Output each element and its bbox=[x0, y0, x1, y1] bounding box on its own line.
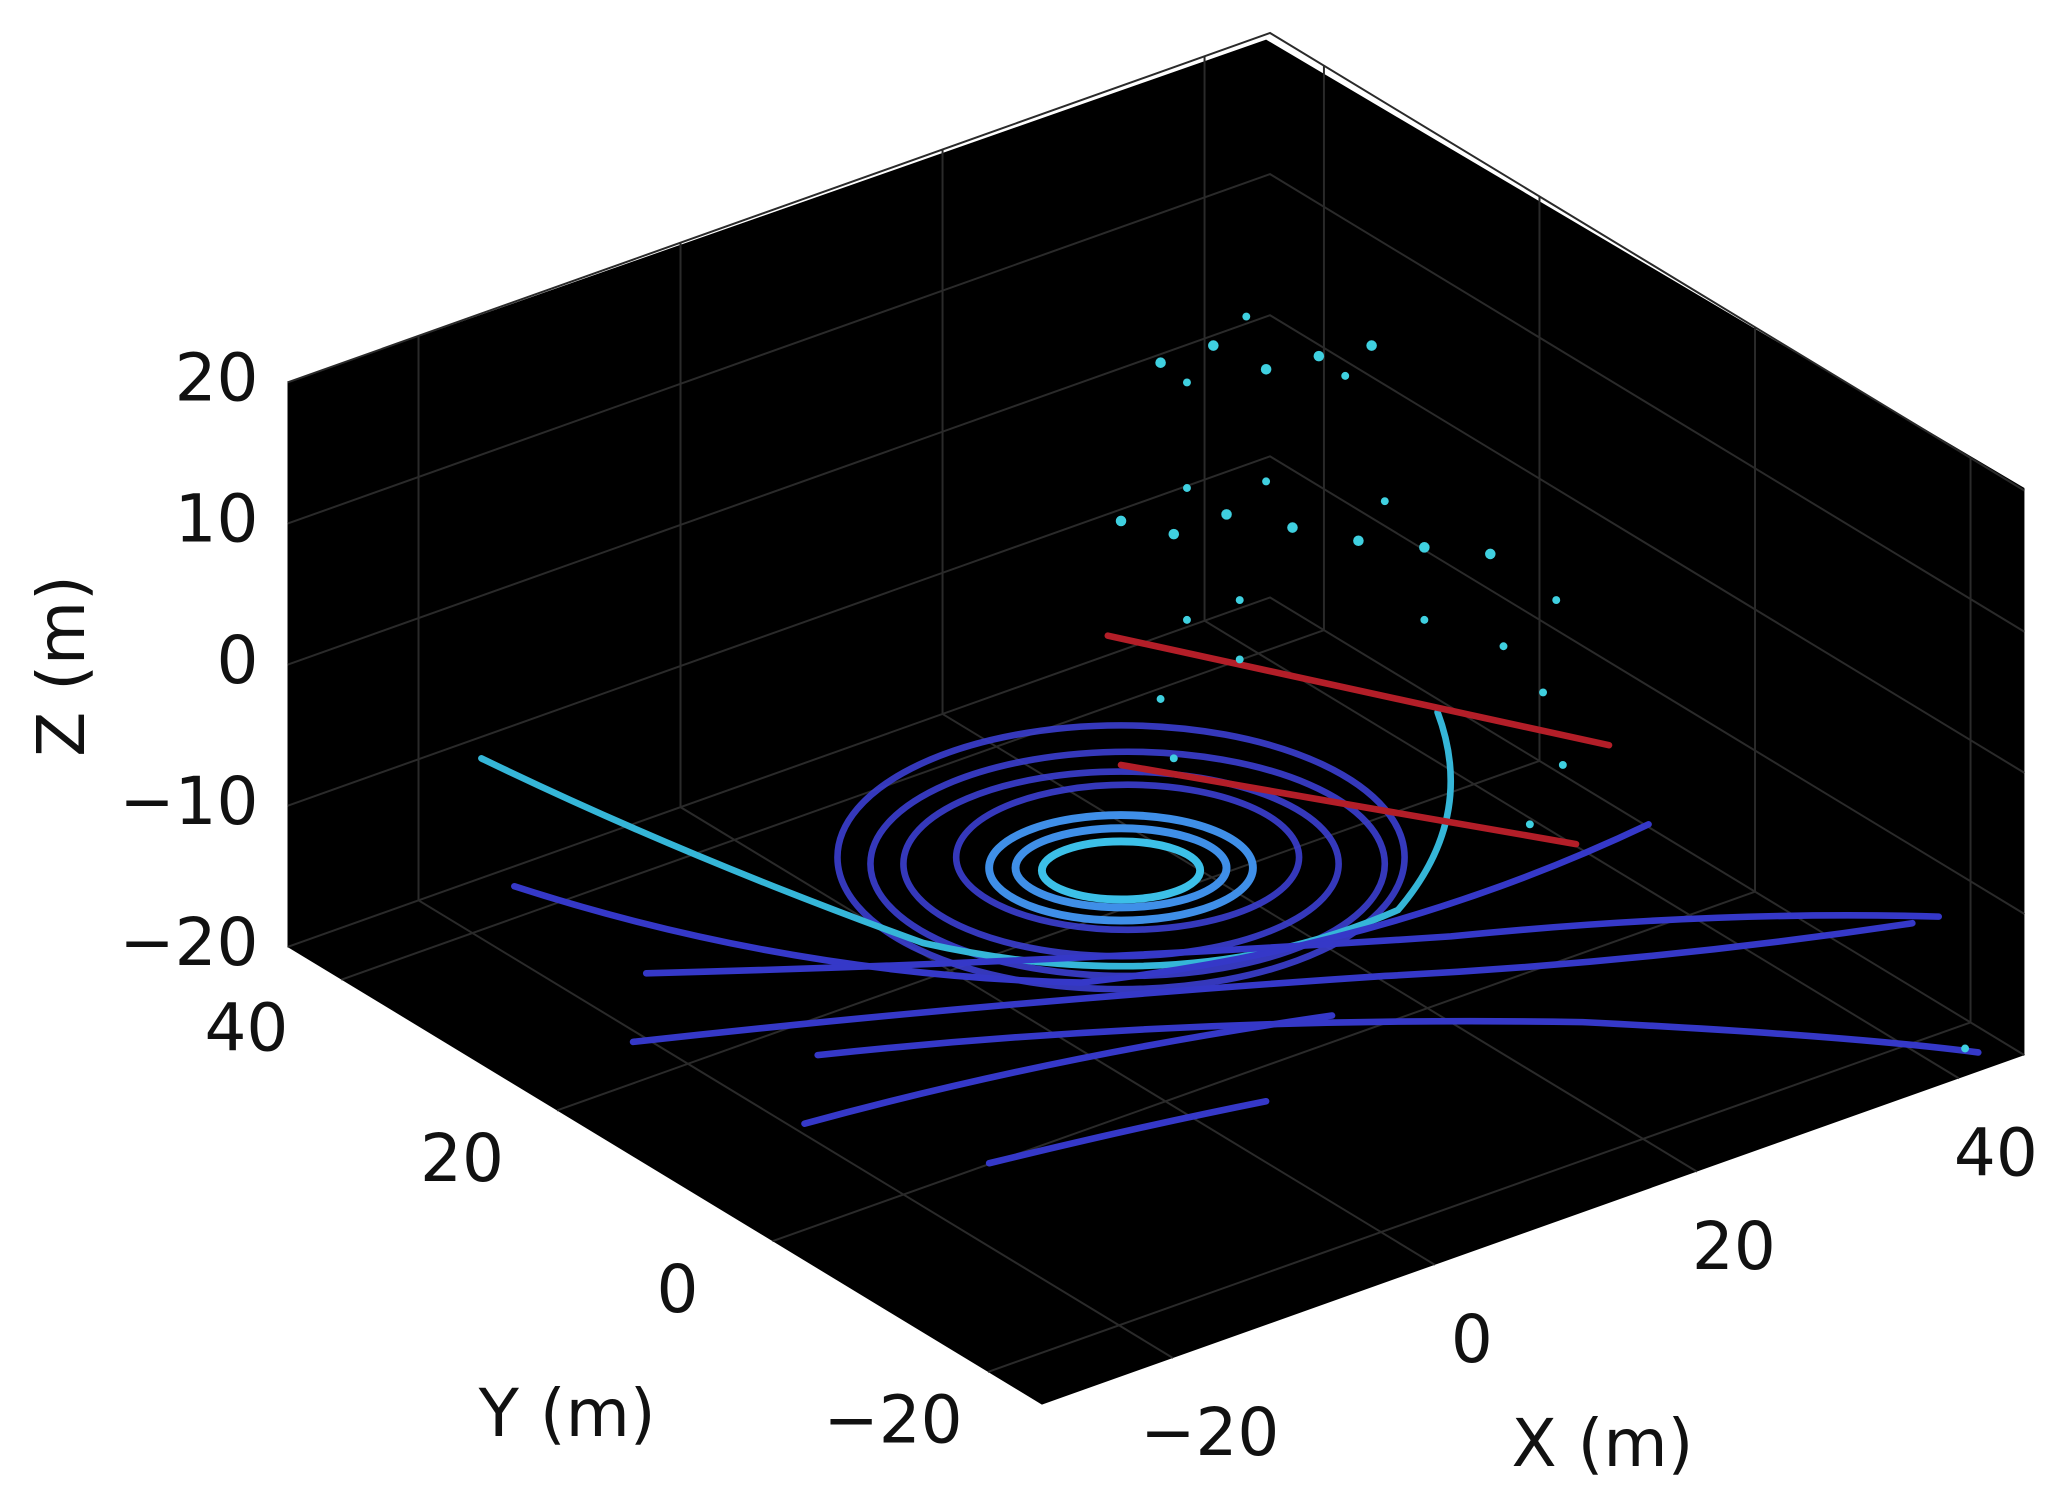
scan-red bbox=[1104, 632, 1613, 848]
z-tick-label: 10 bbox=[175, 481, 259, 558]
x-tick-label: −20 bbox=[1140, 1394, 1279, 1471]
y-tick-label: −20 bbox=[823, 1382, 962, 1459]
grid-line bbox=[679, 242, 1436, 1266]
labels: Z (m) Y (m) X (m) −20 −10 0 10 20 −20 0 20 40 −20… bbox=[23, 340, 2038, 1483]
plot-box bbox=[287, 39, 2025, 1405]
x-tick-label: 20 bbox=[1692, 1208, 1776, 1285]
scan-core bbox=[985, 811, 1257, 925]
y-axis-label: Y (m) bbox=[478, 1375, 656, 1452]
z-tick-label: −20 bbox=[119, 904, 258, 981]
grid-line bbox=[772, 327, 1757, 1243]
z-tick-label: 20 bbox=[175, 340, 259, 417]
grid-line bbox=[1203, 56, 1960, 1080]
point-cloud bbox=[478, 312, 1982, 1167]
scan-streaks bbox=[478, 708, 1982, 1167]
y-tick-label: 20 bbox=[420, 1120, 504, 1197]
z-tick-label: 0 bbox=[217, 622, 259, 699]
z-tick-label: −10 bbox=[119, 763, 258, 840]
z-axis-label: Z (m) bbox=[23, 575, 100, 757]
x-tick-label: 0 bbox=[1451, 1301, 1493, 1378]
grid-line bbox=[287, 173, 2025, 633]
y-tick-label: 0 bbox=[657, 1251, 699, 1328]
grid-line bbox=[417, 335, 1174, 1359]
scan-points bbox=[1115, 312, 1970, 1053]
grid-line bbox=[287, 455, 2025, 915]
grid-line bbox=[287, 596, 2025, 1056]
grid-line bbox=[556, 196, 1541, 1112]
grid-line bbox=[287, 31, 2025, 492]
x-axis-label: X (m) bbox=[1511, 1405, 1693, 1482]
grid bbox=[287, 31, 2025, 1373]
y-tick-label: 40 bbox=[204, 989, 288, 1066]
grid-line bbox=[987, 457, 1972, 1373]
grid-line bbox=[287, 314, 2025, 774]
x-tick-label: 40 bbox=[1954, 1115, 2038, 1192]
grid-line bbox=[341, 65, 1325, 981]
